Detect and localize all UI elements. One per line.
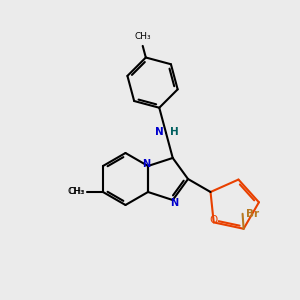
Text: N: N <box>170 198 178 208</box>
Text: Br: Br <box>246 209 259 219</box>
Text: N: N <box>142 159 150 169</box>
Text: N: N <box>155 127 164 137</box>
Text: CH₃: CH₃ <box>134 32 151 41</box>
Text: CH₃: CH₃ <box>68 188 85 196</box>
Text: H: H <box>170 127 179 137</box>
Text: CH₃: CH₃ <box>67 188 84 196</box>
Text: O: O <box>210 215 218 225</box>
